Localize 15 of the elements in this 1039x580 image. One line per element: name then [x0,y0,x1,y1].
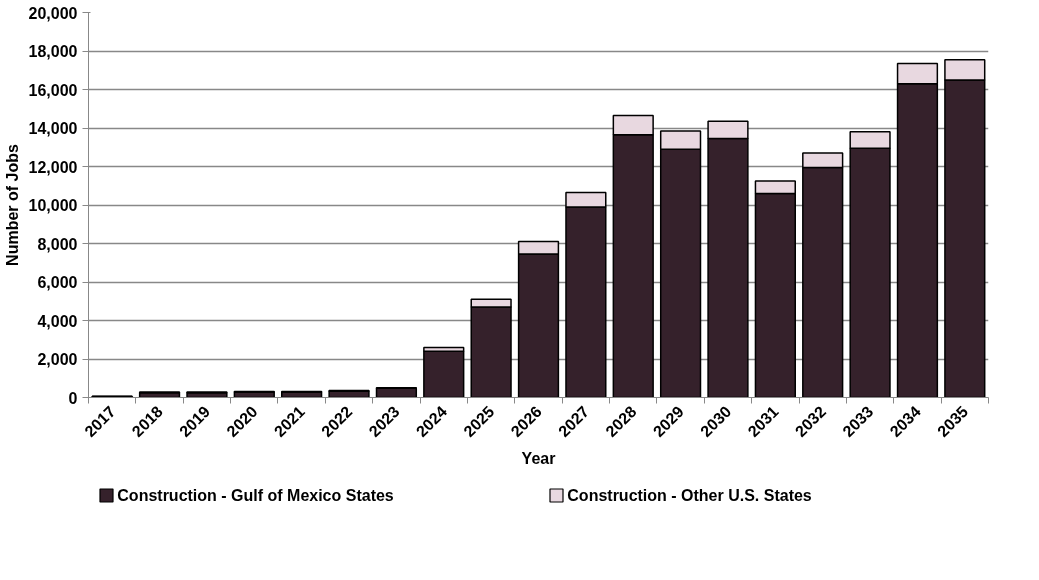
y-tick-label: 4,000 [37,312,78,330]
x-axis-title: Year [521,450,556,468]
y-tick-label: 6,000 [37,274,78,291]
y-tick-label: 10,000 [28,197,78,214]
y-tick-label: 12,000 [28,158,78,176]
y-tick-label: 18,000 [28,43,78,60]
y-tick-label: 20,000 [28,4,78,22]
y-tick-label: 14,000 [28,120,78,137]
y-tick-label: 8,000 [37,235,78,253]
y-tick-label: 0 [68,389,78,407]
legend-label: Construction - Other U.S. States [567,487,812,504]
y-axis-title: Number of Jobs [3,144,21,266]
y-tick-label: 2,000 [37,351,78,368]
legend-label: Construction - Gulf of Mexico States [117,487,394,504]
y-tick-label: 16,000 [28,81,78,99]
